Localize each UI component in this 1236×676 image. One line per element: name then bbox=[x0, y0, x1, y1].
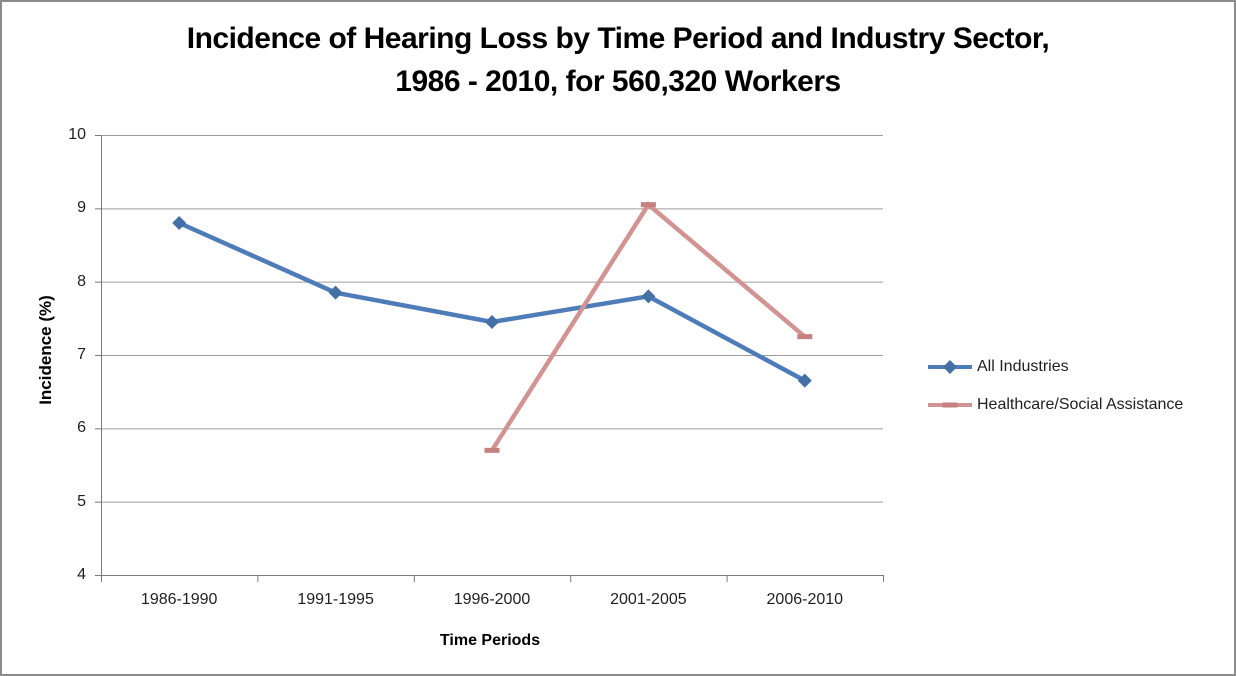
legend-item-healthcare-social-assistance: Healthcare/Social Assistance bbox=[927, 396, 1184, 413]
y-tick-label: 8 bbox=[77, 272, 86, 290]
legend-label: Healthcare/Social Assistance bbox=[977, 396, 1184, 413]
series-line bbox=[490, 201, 807, 452]
chart-title-line1: Incidence of Hearing Loss by Time Period… bbox=[186, 22, 1050, 55]
chart-title: Incidence of Hearing Loss by Time Period… bbox=[2, 17, 1234, 103]
y-tick-label: 4 bbox=[77, 566, 86, 583]
y-tick-label: 5 bbox=[77, 492, 86, 510]
diamond-marker-icon bbox=[943, 360, 957, 374]
diamond-marker-icon bbox=[797, 373, 812, 388]
y-tick-label: 10 bbox=[68, 126, 86, 143]
legend-swatch-line-dash-icon bbox=[928, 402, 972, 408]
dash-marker-icon bbox=[640, 202, 656, 208]
x-tick-label: 2001-2005 bbox=[610, 591, 687, 608]
legend-swatch-line-diamond-icon bbox=[928, 360, 972, 374]
x-tick-label: 1996-2000 bbox=[453, 591, 531, 608]
x-tick-label: 1991-1995 bbox=[297, 591, 374, 608]
x-tick-label: 1986-1990 bbox=[140, 591, 218, 608]
diamond-marker-icon bbox=[641, 289, 656, 304]
legend-label: All Industries bbox=[977, 358, 1069, 375]
x-tick-label: 2006-2010 bbox=[766, 591, 844, 608]
x-axis-title: Time Periods bbox=[439, 632, 541, 649]
dash-marker-icon bbox=[797, 334, 813, 340]
y-tick-label: 9 bbox=[77, 199, 86, 217]
y-tick-label: 6 bbox=[77, 419, 86, 437]
diamond-marker-icon bbox=[172, 216, 187, 230]
dash-marker-icon bbox=[942, 402, 958, 408]
diamond-marker-icon bbox=[328, 285, 343, 300]
chart-title-line2: 1986 - 2010, for 560,320 Workers bbox=[395, 65, 841, 98]
legend: All Industries Healthcare/Social Assista… bbox=[927, 358, 1184, 413]
series-line bbox=[178, 220, 806, 383]
legend-item-all-industries: All Industries bbox=[927, 358, 1183, 375]
y-tick-label: 7 bbox=[77, 346, 86, 363]
dash-marker-icon bbox=[484, 447, 500, 453]
plot-area bbox=[95, 135, 884, 582]
diamond-marker-icon bbox=[485, 315, 499, 329]
